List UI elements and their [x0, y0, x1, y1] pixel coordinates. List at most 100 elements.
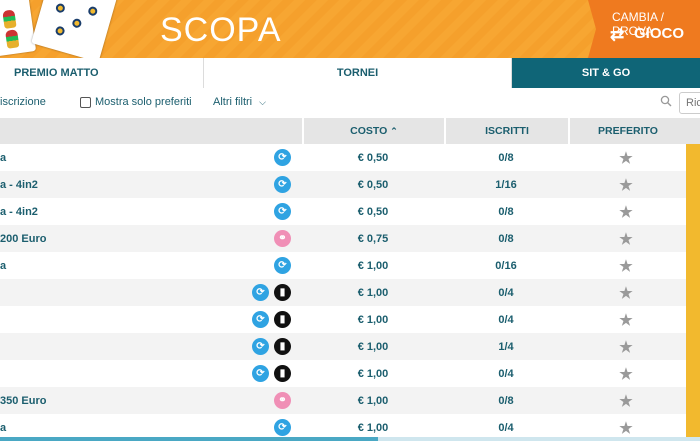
registered-value: 0/4 [498, 313, 514, 326]
join-button[interactable] [686, 225, 700, 252]
cost-value: € 1,00 [357, 421, 389, 434]
switch-game-button[interactable]: CAMBIA / PROVA ⇄ GIOCO [588, 0, 700, 58]
timer-icon: ▮ [274, 338, 291, 355]
card-figure-icon [2, 9, 17, 29]
star-icon: ★ [619, 338, 633, 356]
card-figure-icon [5, 29, 20, 49]
join-button[interactable] [686, 279, 700, 306]
table-row[interactable]: ⟳ ▮ € 1,00 0/4 ★ [0, 360, 700, 387]
join-button[interactable] [686, 360, 700, 387]
more-filters-label: Altri filtri [213, 96, 253, 108]
join-button[interactable] [686, 387, 700, 414]
coin-icon [71, 17, 83, 29]
scrollbar-thumb[interactable] [0, 437, 378, 441]
cards-illustration [0, 0, 140, 58]
join-button[interactable] [686, 252, 700, 279]
table-row[interactable]: ⟳ ▮ € 1,00 1/4 ★ [0, 333, 700, 360]
table-header: COSTO ⌃ ISCRITTI PREFERITO [0, 118, 700, 144]
card-left [0, 0, 37, 57]
only-favorites-checkbox[interactable] [80, 97, 91, 108]
coin-icon [54, 25, 66, 37]
registered-column-header[interactable]: ISCRITTI [444, 118, 568, 144]
table-row[interactable]: a - 4in2 ⟳ € 0,50 0/8 ★ [0, 198, 700, 225]
cost-value: € 1,00 [357, 394, 389, 407]
cost-header-label: COSTO [350, 125, 388, 137]
registered-value: 0/8 [498, 232, 514, 245]
timer-icon: ▮ [274, 365, 291, 382]
game-type-icon: ⟳ [252, 365, 269, 382]
favorite-toggle[interactable]: ★ [568, 252, 684, 279]
link-prize-icon: ⚭ [274, 230, 291, 247]
tournament-name: a - 4in2 [0, 178, 38, 191]
tab-premio-matto[interactable]: PREMIO MATTO [0, 58, 204, 88]
table-row[interactable]: 200 Euro ⚭ € 0,75 0/8 ★ [0, 225, 700, 252]
only-favorites-label[interactable]: Mostra solo preferiti [95, 96, 192, 108]
join-button[interactable] [686, 198, 700, 225]
join-button[interactable] [686, 333, 700, 360]
table-row[interactable]: a ⟳ € 1,00 0/4 ★ [0, 414, 700, 441]
game-type-icon: ⟳ [252, 284, 269, 301]
cost-value: € 0,50 [357, 178, 389, 191]
favorite-toggle[interactable]: ★ [568, 387, 684, 414]
swap-arrows-icon: ⇄ [610, 25, 625, 44]
favorite-toggle[interactable]: ★ [568, 306, 684, 333]
chevron-down-icon: ⌵ [259, 97, 266, 107]
tournament-name: a [0, 259, 7, 272]
favorite-toggle[interactable]: ★ [568, 144, 684, 171]
tab-sit-and-go[interactable]: SIT & GO [512, 58, 700, 88]
tournament-name: 200 Euro [0, 232, 47, 245]
star-icon: ★ [619, 176, 633, 194]
search-input[interactable] [679, 92, 700, 114]
favorite-toggle[interactable]: ★ [568, 333, 684, 360]
table-body: a ⟳ € 0,50 0/8 ★ a - 4in2 ⟳ € 0,50 1/16 ★ a - 4in2… [0, 144, 700, 441]
switch-game-name: GIOCO [634, 25, 685, 42]
name-column-header[interactable] [0, 118, 302, 144]
subscription-filter[interactable]: iscrizione [0, 96, 46, 108]
game-type-icon: ⟳ [274, 257, 291, 274]
star-icon: ★ [619, 419, 633, 437]
table-row[interactable]: a - 4in2 ⟳ € 0,50 1/16 ★ [0, 171, 700, 198]
registered-value: 1/16 [495, 178, 517, 191]
tab-bar: PREMIO MATTO TORNEI SIT & GO [0, 58, 700, 88]
favorite-toggle[interactable]: ★ [568, 225, 684, 252]
table-row[interactable]: a ⟳ € 1,00 0/16 ★ [0, 252, 700, 279]
tab-tornei[interactable]: TORNEI [204, 58, 512, 88]
game-type-icon: ⟳ [274, 419, 291, 436]
favorite-toggle[interactable]: ★ [568, 171, 684, 198]
table-row[interactable]: a ⟳ € 0,50 0/8 ★ [0, 144, 700, 171]
star-icon: ★ [619, 365, 633, 383]
join-button[interactable] [686, 144, 700, 171]
favorite-toggle[interactable]: ★ [568, 360, 684, 387]
registered-value: 0/16 [495, 259, 517, 272]
star-icon: ★ [619, 392, 633, 410]
tournament-name: 350 Euro [0, 394, 47, 407]
table-row[interactable]: ⟳ ▮ € 1,00 0/4 ★ [0, 306, 700, 333]
coin-icon [54, 2, 66, 14]
tournament-name: a [0, 151, 7, 164]
cost-value: € 0,50 [357, 151, 389, 164]
favorite-column-header[interactable]: PREFERITO [568, 118, 686, 144]
table-row[interactable]: 350 Euro ⚭ € 1,00 0/8 ★ [0, 387, 700, 414]
join-button[interactable] [686, 171, 700, 198]
join-button[interactable] [686, 306, 700, 333]
table-row[interactable]: ⟳ ▮ € 1,00 0/4 ★ [0, 279, 700, 306]
registered-value: 0/8 [498, 151, 514, 164]
registered-value: 0/8 [498, 394, 514, 407]
horizontal-scrollbar[interactable] [0, 437, 700, 441]
more-filters-dropdown[interactable]: Altri filtri ⌵ [213, 96, 266, 108]
tournament-name: a - 4in2 [0, 205, 38, 218]
star-icon: ★ [619, 149, 633, 167]
favorite-toggle[interactable]: ★ [568, 198, 684, 225]
game-type-icon: ⟳ [274, 176, 291, 193]
coin-icon [87, 5, 99, 17]
registered-value: 1/4 [498, 340, 514, 353]
favorite-toggle[interactable]: ★ [568, 414, 684, 441]
cost-value: € 1,00 [357, 259, 389, 272]
timer-icon: ▮ [274, 311, 291, 328]
cost-column-header[interactable]: COSTO ⌃ [302, 118, 444, 144]
registered-value: 0/4 [498, 421, 514, 434]
filter-bar: iscrizione Mostra solo preferiti Altri f… [0, 88, 700, 118]
star-icon: ★ [619, 203, 633, 221]
favorite-toggle[interactable]: ★ [568, 279, 684, 306]
join-button[interactable] [686, 414, 700, 441]
